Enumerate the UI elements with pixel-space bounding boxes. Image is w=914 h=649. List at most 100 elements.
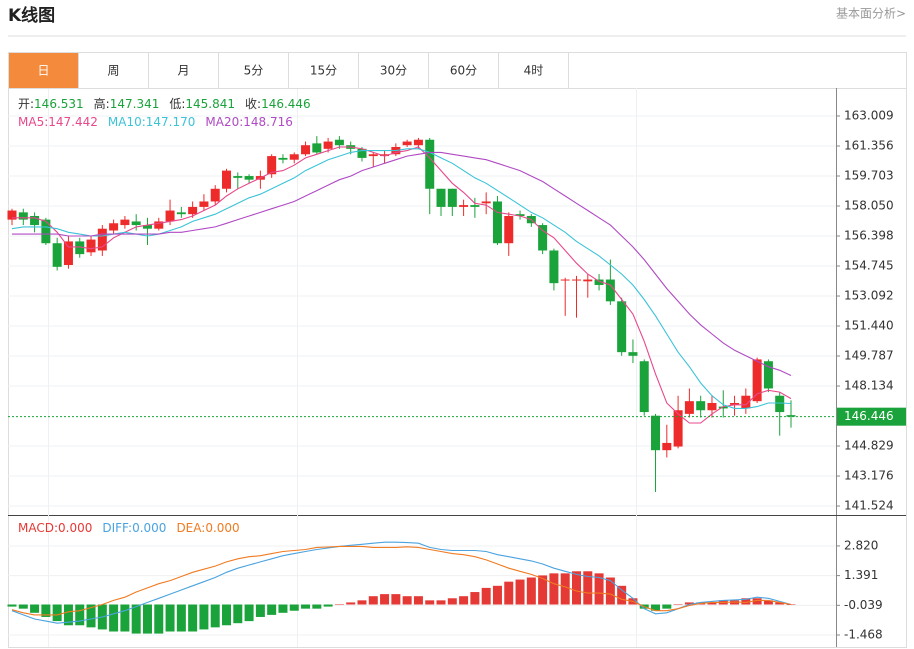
- candle-body: [628, 352, 638, 356]
- macd-bar: [538, 575, 548, 605]
- tab[interactable]: 日: [8, 52, 79, 89]
- legend: 开:146.531 高:147.341 低:145.841 收:146.446: [18, 96, 311, 111]
- candle-body: [63, 241, 73, 266]
- legend-label: 低:: [169, 97, 185, 111]
- macd-bar: [301, 604, 311, 609]
- macd-bar: [673, 604, 683, 606]
- legend-label: MA10:: [108, 115, 146, 129]
- candle-body: [210, 188, 220, 202]
- macd-bar: [549, 573, 559, 605]
- y-tick-label: 148.134: [844, 379, 894, 393]
- candle-body: [504, 215, 514, 244]
- tab[interactable]: 4时: [498, 52, 569, 89]
- macd-bar: [662, 604, 672, 609]
- macd-bar: [289, 604, 299, 611]
- tab-label[interactable]: 15分: [310, 64, 337, 78]
- macd-bar: [775, 602, 785, 605]
- macd-bar: [436, 600, 446, 605]
- candle-body: [763, 361, 773, 389]
- tab[interactable]: 30分: [358, 52, 429, 89]
- title: K线图: [8, 5, 55, 26]
- legend-value: 145.841: [185, 97, 235, 111]
- legend: MA5:147.442 MA10:147.170 MA20:148.716: [18, 115, 293, 129]
- tab-bg[interactable]: [218, 52, 289, 89]
- macd-bar: [684, 602, 694, 605]
- legend-label: MACD:: [18, 521, 58, 535]
- candle-body: [481, 201, 491, 204]
- macd-bar: [571, 571, 581, 605]
- candle-body: [741, 395, 751, 409]
- tab-bg[interactable]: [358, 52, 429, 89]
- tab-label[interactable]: 日: [37, 64, 49, 78]
- legend-value: 147.442: [48, 115, 98, 129]
- legend-label: DIFF:: [102, 521, 132, 535]
- candle-body: [154, 221, 164, 229]
- candle-body: [334, 139, 344, 146]
- macd-bar: [515, 579, 525, 605]
- legend-label: 收:: [245, 97, 261, 111]
- macd-bar: [63, 604, 73, 626]
- legend-value: 0.000: [58, 521, 92, 535]
- macd-bar: [425, 600, 435, 605]
- candle-body: [605, 279, 615, 302]
- ma-line: [11, 148, 792, 409]
- panel-border: [8, 52, 907, 648]
- macd-bar: [605, 577, 615, 605]
- last-price-label: 146.446: [844, 409, 894, 423]
- candle-body: [380, 154, 390, 157]
- macd-bar: [109, 604, 119, 632]
- macd-bar: [368, 596, 378, 605]
- macd-bar: [481, 587, 491, 605]
- legend-label: MA5:: [18, 115, 48, 129]
- macd-bar: [346, 602, 356, 605]
- legend-label: 开:: [18, 97, 34, 111]
- tab-bg[interactable]: [288, 52, 359, 89]
- y-tick-label: 159.703: [844, 168, 894, 182]
- tab-label[interactable]: 4时: [524, 64, 544, 78]
- macd-bar: [447, 598, 457, 605]
- macd-bar: [278, 604, 288, 613]
- candle-body: [571, 279, 581, 281]
- tab[interactable]: 15分: [288, 52, 359, 89]
- candle-body: [97, 228, 107, 251]
- tab-label[interactable]: 5分: [244, 64, 264, 78]
- tab[interactable]: 60分: [428, 52, 499, 89]
- tab-label[interactable]: 周: [107, 64, 119, 78]
- candle-body: [786, 415, 796, 417]
- macd-bar: [120, 604, 130, 632]
- legend-value: 148.716: [243, 115, 293, 129]
- macd-bar: [165, 604, 175, 632]
- tab-bg[interactable]: [498, 52, 569, 89]
- candle-body: [165, 210, 175, 222]
- macd-bar: [154, 604, 164, 634]
- candle-body: [447, 188, 457, 207]
- candle-body: [402, 141, 412, 146]
- candle-body: [30, 215, 40, 226]
- tab-label[interactable]: 月: [177, 64, 189, 78]
- tab-bg[interactable]: [78, 52, 149, 89]
- macd-bar: [651, 604, 661, 611]
- candle-body: [662, 442, 672, 451]
- macd-bar: [357, 600, 367, 605]
- tab[interactable]: 周: [78, 52, 149, 89]
- y-tick-label: 153.092: [844, 289, 894, 303]
- candle-body: [470, 205, 480, 207]
- macd-bar: [504, 581, 514, 605]
- y-tick-label: -0.039: [844, 598, 883, 612]
- tab-bg[interactable]: [8, 52, 79, 89]
- macd-bar: [199, 604, 209, 630]
- ma-line: [12, 146, 792, 424]
- tab[interactable]: 5分: [218, 52, 289, 89]
- fundamental-link[interactable]: 基本面分析>: [836, 7, 906, 21]
- tab[interactable]: 月: [148, 52, 219, 89]
- candle-body: [289, 154, 299, 160]
- tab-label[interactable]: 60分: [450, 64, 477, 78]
- candle-body: [86, 239, 96, 253]
- tab-label[interactable]: 30分: [380, 64, 407, 78]
- macd-bar: [86, 604, 96, 628]
- macd-bar: [142, 604, 152, 634]
- macd-bar: [459, 596, 469, 605]
- tab-bg[interactable]: [148, 52, 219, 89]
- candle-body: [18, 212, 28, 220]
- macd-bar: [560, 573, 570, 605]
